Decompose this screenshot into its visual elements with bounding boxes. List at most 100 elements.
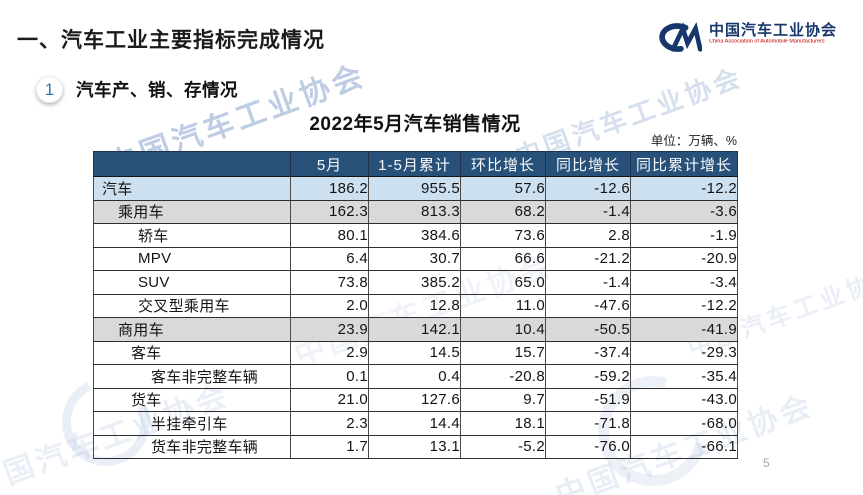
row-label-cell: 半挂牵引车 (93, 411, 291, 436)
value-cell: 955.5 (368, 176, 461, 201)
value-cell: 127.6 (368, 387, 461, 412)
value-cell: -1.9 (630, 223, 738, 248)
value-cell: -1.4 (545, 199, 631, 224)
value-cell: -47.6 (545, 293, 631, 318)
row-label-cell: MPV (93, 246, 291, 271)
value-cell: 385.2 (368, 270, 461, 295)
value-cell: -76.0 (545, 434, 631, 459)
value-cell: 73.6 (460, 223, 546, 248)
caam-logo-name-en: China Association of Automobile Manufact… (708, 39, 825, 45)
value-cell: 14.4 (368, 411, 461, 436)
value-cell: 30.7 (368, 246, 461, 271)
column-header: 同比增长 (545, 151, 631, 177)
row-label-cell: 汽车 (93, 176, 291, 201)
value-cell: 9.7 (460, 387, 546, 412)
value-cell: 2.0 (290, 293, 369, 318)
column-header: 同比累计增长 (630, 151, 738, 177)
value-cell: -41.9 (630, 317, 738, 342)
row-label-cell: 货车非完整车辆 (93, 434, 291, 459)
value-cell: -35.4 (630, 364, 738, 389)
row-label-cell: 商用车 (93, 317, 291, 342)
value-cell: 162.3 (290, 199, 369, 224)
table-body: 汽车 186.2 955.5 57.6 -12.6 -12.2 乘用车 162.3 813.3 6… (93, 176, 738, 459)
value-cell: -68.0 (630, 411, 738, 436)
value-cell: -51.9 (545, 387, 631, 412)
value-cell: -29.3 (630, 340, 738, 365)
value-cell: 68.2 (460, 199, 546, 224)
value-cell: 1.7 (290, 434, 369, 459)
value-cell: -50.5 (545, 317, 631, 342)
row-label-cell: SUV (93, 270, 291, 295)
page-title: 一、汽车工业主要指标完成情况 (17, 29, 325, 52)
value-cell: 11.0 (460, 293, 546, 318)
table-row: SUV 73.8 385.2 65.0 -1.4 -3.4 (93, 270, 738, 295)
value-cell: 80.1 (290, 223, 369, 248)
table-header-row: 5月 1-5月累计 环比增长 同比增长 同比累计增长 (93, 151, 738, 177)
value-cell: 57.6 (460, 176, 546, 201)
table-row: 乘用车 162.3 813.3 68.2 -1.4 -3.6 (93, 199, 738, 224)
value-cell: -59.2 (545, 364, 631, 389)
table-row: 货车非完整车辆 1.7 13.1 -5.2 -76.0 -66.1 (93, 434, 738, 459)
row-label-cell: 客车 (93, 340, 291, 365)
value-cell: -37.4 (545, 340, 631, 365)
caam-logo-name-cn: 中国汽车工业协会 (708, 22, 837, 39)
caam-logo: 中国汽车工业协会 China Association of Automobile… (658, 22, 837, 59)
row-label-cell: 乘用车 (93, 199, 291, 224)
value-cell: 142.1 (368, 317, 461, 342)
value-cell: -66.1 (630, 434, 738, 459)
column-header-category (93, 151, 291, 177)
column-header: 环比增长 (460, 151, 546, 177)
value-cell: 2.3 (290, 411, 369, 436)
value-cell: -3.6 (630, 199, 738, 224)
value-cell: -20.8 (460, 364, 546, 389)
page-number: 5 (763, 456, 770, 470)
value-cell: 23.9 (290, 317, 369, 342)
table-row: MPV 6.4 30.7 66.6 -21.2 -20.9 (93, 246, 738, 271)
value-cell: 186.2 (290, 176, 369, 201)
section-number-badge: 1 (36, 76, 63, 103)
column-header: 5月 (290, 151, 369, 177)
value-cell: -1.4 (545, 270, 631, 295)
value-cell: 6.4 (290, 246, 369, 271)
value-cell: 0.4 (368, 364, 461, 389)
table-row: 商用车 23.9 142.1 10.4 -50.5 -41.9 (93, 317, 738, 342)
value-cell: 10.4 (460, 317, 546, 342)
value-cell: 384.6 (368, 223, 461, 248)
unit-label: 单位：万辆、% (650, 134, 737, 148)
value-cell: 13.1 (368, 434, 461, 459)
table-row: 半挂牵引车 2.3 14.4 18.1 -71.8 -68.0 (93, 411, 738, 436)
table-row: 货车 21.0 127.6 9.7 -51.9 -43.0 (93, 387, 738, 412)
value-cell: -12.2 (630, 176, 738, 201)
row-label-cell: 客车非完整车辆 (93, 364, 291, 389)
table-row: 轿车 80.1 384.6 73.6 2.8 -1.9 (93, 223, 738, 248)
sales-table: 5月 1-5月累计 环比增长 同比增长 同比累计增长 汽车 186.2 955.5 57.6-… (93, 151, 738, 459)
table-row: 客车 2.9 14.5 15.7 -37.4 -29.3 (93, 340, 738, 365)
section-title: 汽车产、销、存情况 (76, 80, 238, 100)
table-row: 客车非完整车辆 0.1 0.4 -20.8 -59.2 -35.4 (93, 364, 738, 389)
column-header: 1-5月累计 (368, 151, 461, 177)
value-cell: 21.0 (290, 387, 369, 412)
value-cell: 15.7 (460, 340, 546, 365)
value-cell: 73.8 (290, 270, 369, 295)
value-cell: -3.4 (630, 270, 738, 295)
table-row: 交叉型乘用车 2.0 12.8 11.0 -47.6 -12.2 (93, 293, 738, 318)
value-cell: -5.2 (460, 434, 546, 459)
table-title: 2022年5月汽车销售情况 (309, 114, 521, 135)
value-cell: 66.6 (460, 246, 546, 271)
value-cell: 18.1 (460, 411, 546, 436)
value-cell: -12.6 (545, 176, 631, 201)
value-cell: 14.5 (368, 340, 461, 365)
row-label-cell: 轿车 (93, 223, 291, 248)
table-row: 汽车 186.2 955.5 57.6 -12.6 -12.2 (93, 176, 738, 201)
value-cell: 65.0 (460, 270, 546, 295)
value-cell: -71.8 (545, 411, 631, 436)
value-cell: -43.0 (630, 387, 738, 412)
section-heading: 1 汽车产、销、存情况 (36, 76, 238, 103)
value-cell: 2.9 (290, 340, 369, 365)
value-cell: 12.8 (368, 293, 461, 318)
value-cell: 0.1 (290, 364, 369, 389)
row-label-cell: 交叉型乘用车 (93, 293, 291, 318)
caam-logo-names: 中国汽车工业协会 China Association of Automobile… (709, 22, 837, 46)
caam-monogram-icon (658, 22, 703, 59)
